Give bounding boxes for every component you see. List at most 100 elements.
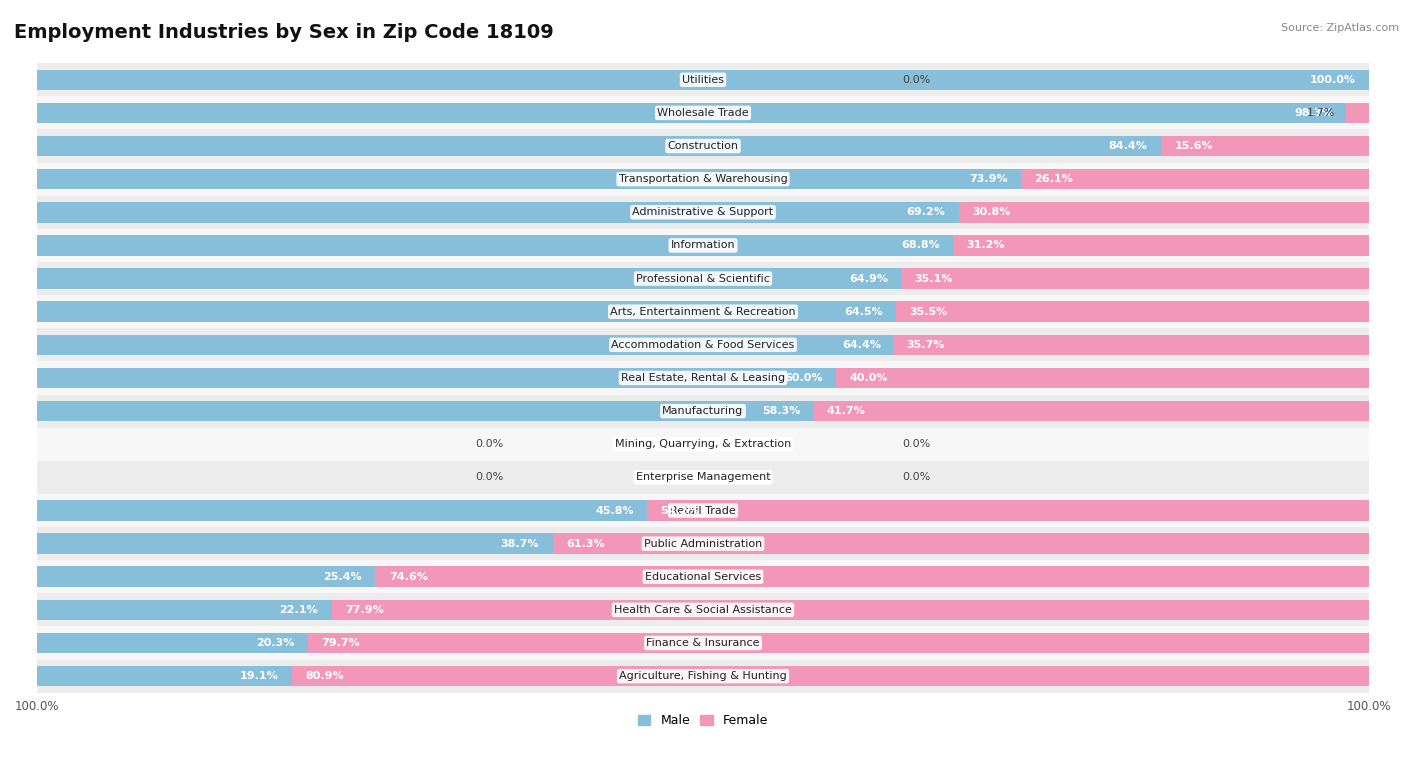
Legend: Male, Female: Male, Female bbox=[633, 709, 773, 733]
Text: 0.0%: 0.0% bbox=[475, 439, 503, 449]
Bar bbox=[37, 401, 814, 421]
Text: 79.7%: 79.7% bbox=[321, 638, 360, 648]
Bar bbox=[953, 235, 1369, 256]
Text: Educational Services: Educational Services bbox=[645, 572, 761, 582]
Bar bbox=[375, 566, 1369, 587]
Text: 0.0%: 0.0% bbox=[903, 473, 931, 483]
Bar bbox=[37, 394, 1369, 428]
Bar bbox=[37, 202, 959, 223]
Text: Finance & Insurance: Finance & Insurance bbox=[647, 638, 759, 648]
Bar bbox=[332, 600, 1369, 620]
Bar bbox=[37, 560, 1369, 594]
Bar bbox=[37, 626, 1369, 660]
Bar bbox=[37, 102, 1346, 123]
Bar bbox=[896, 301, 1369, 322]
Text: Professional & Scientific: Professional & Scientific bbox=[636, 274, 770, 283]
Text: Accommodation & Food Services: Accommodation & Food Services bbox=[612, 340, 794, 350]
Text: 41.7%: 41.7% bbox=[827, 406, 866, 416]
Text: Health Care & Social Assistance: Health Care & Social Assistance bbox=[614, 605, 792, 615]
Text: 35.5%: 35.5% bbox=[910, 307, 948, 317]
Text: 31.2%: 31.2% bbox=[967, 241, 1005, 251]
Bar bbox=[37, 527, 1369, 560]
Bar bbox=[37, 235, 953, 256]
Text: 74.6%: 74.6% bbox=[389, 572, 427, 582]
Bar bbox=[37, 566, 375, 587]
Text: 22.1%: 22.1% bbox=[280, 605, 318, 615]
Text: 61.3%: 61.3% bbox=[565, 539, 605, 549]
Bar bbox=[291, 666, 1369, 687]
Text: 64.5%: 64.5% bbox=[844, 307, 883, 317]
Bar bbox=[37, 96, 1369, 130]
Text: 100.0%: 100.0% bbox=[1309, 74, 1355, 85]
Text: Construction: Construction bbox=[668, 141, 738, 151]
Text: 98.3%: 98.3% bbox=[1294, 108, 1333, 118]
Bar bbox=[37, 136, 1161, 156]
Bar bbox=[1161, 136, 1369, 156]
Bar bbox=[37, 169, 1021, 189]
Bar bbox=[647, 501, 1369, 521]
Text: 80.9%: 80.9% bbox=[305, 671, 343, 681]
Text: 20.3%: 20.3% bbox=[256, 638, 294, 648]
Text: Information: Information bbox=[671, 241, 735, 251]
Bar bbox=[959, 202, 1369, 223]
Bar bbox=[37, 163, 1369, 196]
Text: 54.2%: 54.2% bbox=[661, 505, 699, 515]
Bar bbox=[37, 63, 1369, 96]
Text: 19.1%: 19.1% bbox=[239, 671, 278, 681]
Text: 0.0%: 0.0% bbox=[475, 473, 503, 483]
Bar bbox=[37, 229, 1369, 262]
Text: 84.4%: 84.4% bbox=[1109, 141, 1147, 151]
Bar bbox=[901, 268, 1369, 289]
Text: 60.0%: 60.0% bbox=[785, 373, 823, 383]
Text: 38.7%: 38.7% bbox=[501, 539, 540, 549]
Bar bbox=[37, 328, 1369, 362]
Text: 68.8%: 68.8% bbox=[901, 241, 941, 251]
Text: Arts, Entertainment & Recreation: Arts, Entertainment & Recreation bbox=[610, 307, 796, 317]
Bar bbox=[37, 594, 1369, 626]
Text: Wholesale Trade: Wholesale Trade bbox=[657, 108, 749, 118]
Text: Utilities: Utilities bbox=[682, 74, 724, 85]
Text: 64.9%: 64.9% bbox=[849, 274, 889, 283]
Text: Administrative & Support: Administrative & Support bbox=[633, 207, 773, 217]
Text: 45.8%: 45.8% bbox=[595, 505, 634, 515]
Text: 15.6%: 15.6% bbox=[1174, 141, 1213, 151]
Bar bbox=[308, 632, 1369, 653]
Bar bbox=[37, 196, 1369, 229]
Bar bbox=[37, 362, 1369, 394]
Bar bbox=[814, 401, 1369, 421]
Text: 77.9%: 77.9% bbox=[344, 605, 384, 615]
Text: 64.4%: 64.4% bbox=[842, 340, 882, 350]
Bar bbox=[553, 533, 1369, 554]
Bar bbox=[37, 501, 647, 521]
Bar bbox=[37, 666, 291, 687]
Text: Source: ZipAtlas.com: Source: ZipAtlas.com bbox=[1281, 23, 1399, 33]
Bar bbox=[37, 632, 308, 653]
Bar bbox=[37, 368, 837, 388]
Bar bbox=[837, 368, 1369, 388]
Text: Enterprise Management: Enterprise Management bbox=[636, 473, 770, 483]
Text: Transportation & Warehousing: Transportation & Warehousing bbox=[619, 174, 787, 184]
Bar bbox=[37, 428, 1369, 461]
Bar bbox=[37, 461, 1369, 494]
Text: Employment Industries by Sex in Zip Code 18109: Employment Industries by Sex in Zip Code… bbox=[14, 23, 554, 42]
Text: Manufacturing: Manufacturing bbox=[662, 406, 744, 416]
Text: 69.2%: 69.2% bbox=[907, 207, 945, 217]
Text: Public Administration: Public Administration bbox=[644, 539, 762, 549]
Text: 0.0%: 0.0% bbox=[903, 439, 931, 449]
Bar bbox=[37, 130, 1369, 163]
Bar bbox=[37, 70, 1369, 90]
Bar bbox=[37, 533, 553, 554]
Text: Agriculture, Fishing & Hunting: Agriculture, Fishing & Hunting bbox=[619, 671, 787, 681]
Bar bbox=[37, 334, 894, 355]
Text: 1.7%: 1.7% bbox=[1308, 108, 1336, 118]
Text: 58.3%: 58.3% bbox=[762, 406, 800, 416]
Text: 35.7%: 35.7% bbox=[907, 340, 945, 350]
Text: 25.4%: 25.4% bbox=[323, 572, 363, 582]
Text: Mining, Quarrying, & Extraction: Mining, Quarrying, & Extraction bbox=[614, 439, 792, 449]
Bar bbox=[37, 301, 896, 322]
Bar bbox=[37, 295, 1369, 328]
Text: 26.1%: 26.1% bbox=[1035, 174, 1073, 184]
Text: Retail Trade: Retail Trade bbox=[671, 505, 735, 515]
Text: 35.1%: 35.1% bbox=[915, 274, 953, 283]
Bar bbox=[37, 660, 1369, 693]
